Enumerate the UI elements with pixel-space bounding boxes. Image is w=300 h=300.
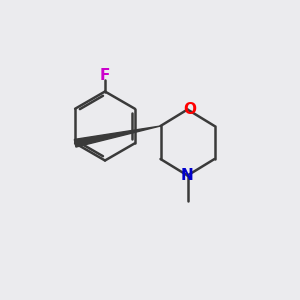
Text: F: F xyxy=(100,68,110,82)
Polygon shape xyxy=(74,126,160,147)
Text: O: O xyxy=(183,102,196,117)
Text: N: N xyxy=(181,168,194,183)
